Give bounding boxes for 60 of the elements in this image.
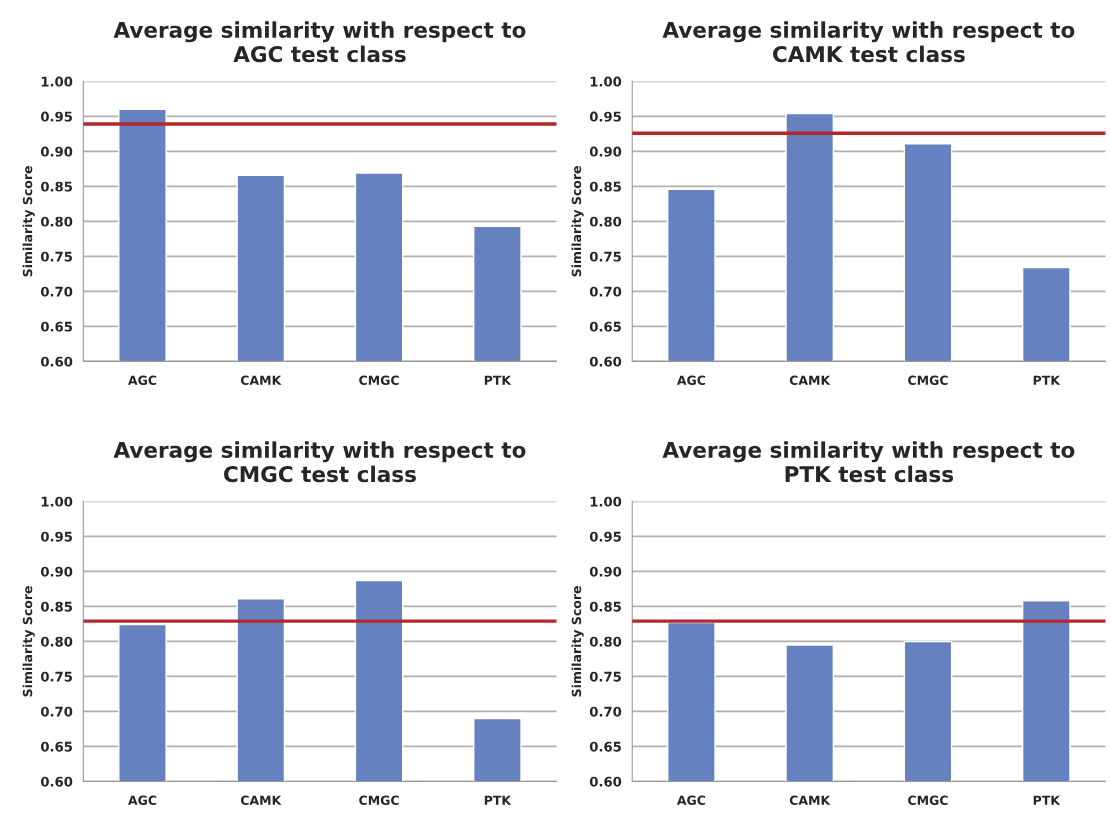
x-tick-label: AGC (676, 375, 706, 385)
y-tick-label: 0.65 (40, 321, 72, 332)
y-axis-title: Similarity Score (571, 166, 584, 277)
y-tick-label: 1.00 (41, 496, 73, 507)
chart-title: Average similarity with respect to CMGC test class (113, 441, 526, 483)
y-tick-label: 0.85 (40, 181, 72, 192)
x-tick-label: PTK (484, 375, 512, 385)
y-tick-label: 0.90 (40, 146, 73, 157)
y-tick-label: 0.70 (589, 706, 622, 717)
y-tick-label: 0.80 (589, 216, 622, 227)
y-tick-label: 0.60 (40, 776, 73, 787)
y-tick-label: 0.95 (40, 531, 72, 542)
y-tick-label: 0.65 (40, 741, 72, 752)
x-tick-label: CMGC (359, 795, 399, 805)
y-tick-label: 0.85 (40, 601, 72, 612)
y-tick-label: 0.60 (40, 356, 73, 367)
x-tick-label: AGC (676, 795, 706, 805)
y-tick-label: 0.85 (589, 601, 621, 612)
x-tick-label: CAMK (240, 375, 282, 385)
y-tick-label: 0.95 (40, 111, 72, 122)
x-tick-label: CAMK (240, 795, 282, 805)
x-tick-label: PTK (1033, 795, 1061, 805)
y-tick-label: 0.90 (589, 566, 622, 577)
y-tick-label: 0.85 (589, 181, 621, 192)
y-tick-label: 0.80 (589, 636, 622, 647)
y-axis-title: Similarity Score (22, 586, 35, 697)
y-tick-label: 0.70 (589, 286, 622, 297)
x-tick-label: CAMK (789, 375, 831, 385)
y-tick-label: 1.00 (41, 76, 73, 87)
chart-title: Average similarity with respect to CAMK test class (662, 21, 1075, 63)
x-tick-label: CMGC (908, 795, 948, 805)
y-tick-label: 0.80 (40, 636, 73, 647)
y-tick-label: 0.65 (589, 741, 621, 752)
y-tick-label: 0.70 (40, 706, 73, 717)
y-tick-label: 0.75 (589, 251, 621, 262)
y-tick-label: 1.00 (590, 76, 622, 87)
y-tick-label: 0.65 (589, 321, 621, 332)
y-axis-title: Similarity Score (571, 586, 584, 697)
y-tick-label: 0.75 (40, 671, 72, 682)
y-tick-label: 0.90 (40, 566, 73, 577)
y-tick-label: 0.60 (589, 356, 622, 367)
x-tick-label: PTK (484, 795, 512, 805)
x-tick-label: AGC (127, 375, 157, 385)
x-tick-label: CAMK (789, 795, 831, 805)
x-tick-label: PTK (1033, 375, 1061, 385)
y-tick-label: 0.75 (589, 671, 621, 682)
y-tick-label: 0.80 (40, 216, 73, 227)
y-tick-label: 0.95 (589, 111, 621, 122)
y-tick-label: 0.95 (589, 531, 621, 542)
chart-title: Average similarity with respect to PTK test class (662, 441, 1075, 483)
x-tick-label: AGC (127, 795, 157, 805)
y-tick-label: 0.60 (589, 776, 622, 787)
y-tick-label: 0.90 (589, 146, 622, 157)
y-axis-title: Similarity Score (22, 166, 35, 277)
chart-title: Average similarity with respect to AGC test class (113, 21, 526, 63)
y-tick-label: 1.00 (590, 496, 622, 507)
x-tick-label: CMGC (359, 375, 399, 385)
y-tick-label: 0.70 (40, 286, 73, 297)
x-tick-label: CMGC (908, 375, 948, 385)
y-tick-label: 0.75 (40, 251, 72, 262)
